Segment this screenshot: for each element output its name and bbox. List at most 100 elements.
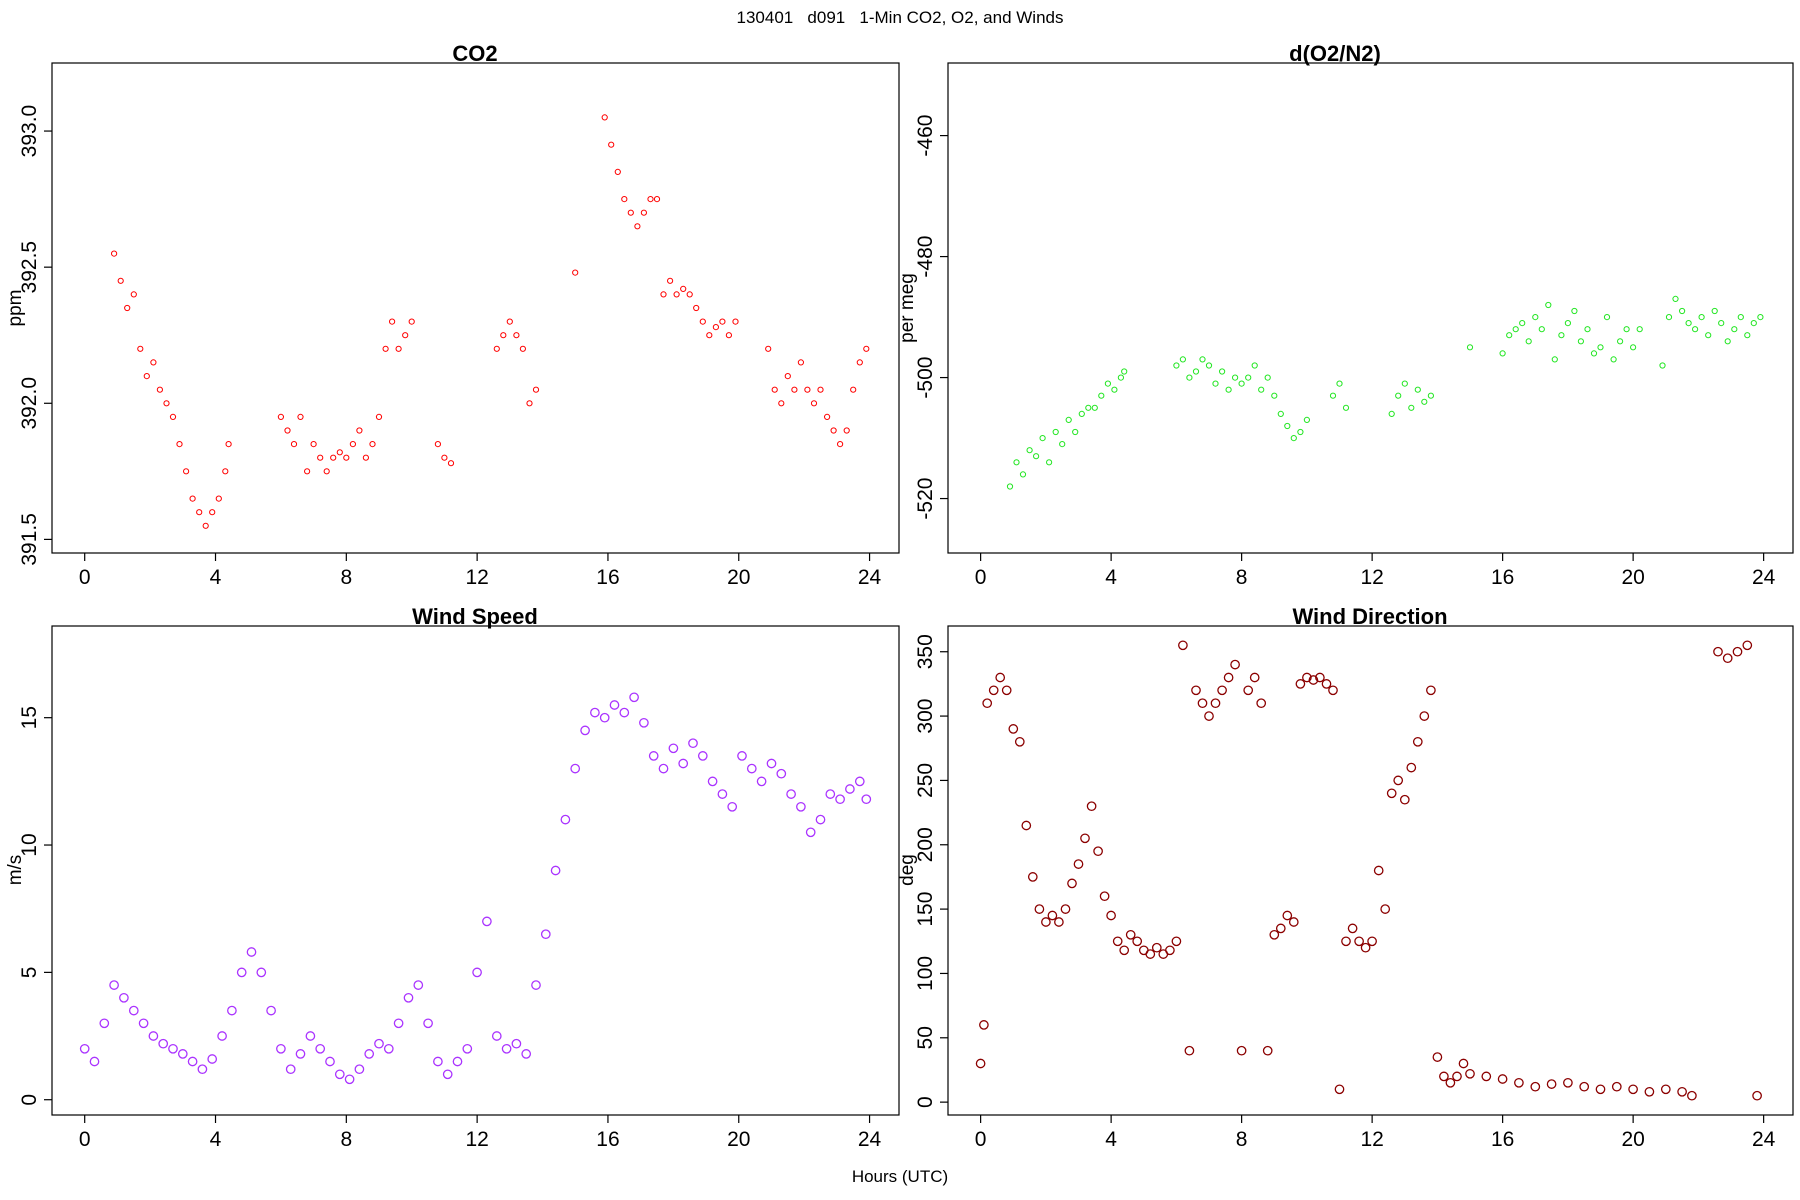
wind-speed-data-point [168, 1043, 178, 1054]
co2-data-point [183, 468, 190, 475]
wind-direction-data-point [1393, 775, 1404, 786]
wind-speed-data-point [344, 1074, 355, 1085]
o2-xticks: 0 4 8 12 16 20 24 [975, 553, 1776, 589]
wind-direction-data-point [1151, 942, 1162, 953]
wind-direction-ytick-label: 350 [914, 634, 937, 669]
co2-data-point [784, 373, 791, 380]
wind-speed-data-point [364, 1049, 375, 1059]
wind-speed-data-point [285, 1064, 296, 1075]
o2-data-point [1590, 350, 1598, 357]
wind-direction-data-point [1086, 801, 1097, 812]
co2-xtick-label: 12 [465, 566, 488, 589]
o2-panel: d(O2/N2) per meg 0 4 8 12 16 20 24 -520 -500 -48… [897, 41, 1794, 589]
wind-speed-data-point [89, 1056, 100, 1067]
wind-speed-data-point [570, 763, 581, 774]
wind-direction-data-point [1334, 1084, 1345, 1095]
wind-speed-data-point [815, 814, 826, 825]
o2-xtick-label: 20 [1621, 566, 1644, 589]
wind-direction-data-point [1354, 936, 1364, 947]
co2-data-point [621, 196, 628, 203]
o2-data-point [1408, 404, 1415, 411]
wind-direction-data-point [1341, 936, 1351, 947]
wind-speed-data-point [697, 751, 708, 761]
wind-direction-data-point [1210, 698, 1221, 709]
wind-speed-data-point [266, 1005, 276, 1016]
wind-speed-data-point [609, 700, 620, 710]
co2-xtick-label: 20 [727, 566, 750, 589]
wind-speed-xticks: 0 4 8 12 16 20 24 [79, 1115, 882, 1151]
co2-data-point [850, 386, 857, 393]
o2-data-point [1205, 362, 1213, 369]
wind-direction-data-point [1611, 1081, 1622, 1092]
wind-direction-data-point [975, 1058, 986, 1069]
co2-panel: CO2 ppm 0 4 8 12 16 20 24 391.5 392.0 392.5 393.0 [5, 41, 900, 589]
co2-data-point [434, 441, 441, 448]
co2-data-point [215, 495, 222, 502]
co2-xtick-label: 16 [596, 566, 619, 589]
co2-data-point [382, 345, 389, 352]
wind-speed-data-point [746, 763, 757, 774]
o2-data-point [1414, 386, 1421, 393]
wind-direction-xtick-label: 0 [975, 1128, 987, 1151]
o2-data-point [1617, 338, 1624, 345]
co2-data-point [810, 400, 818, 407]
o2-data-point [1336, 380, 1343, 387]
wind-direction-data-point [1295, 679, 1306, 689]
wind-speed-data-point [805, 827, 816, 838]
wind-direction-data-point [1732, 646, 1743, 657]
wind-direction-data-point [1579, 1081, 1590, 1092]
o2-data-point [1571, 307, 1578, 315]
o2-data-point [1033, 453, 1040, 460]
co2-data-point [804, 386, 811, 393]
wind-speed-data-point [128, 1005, 139, 1016]
co2-xtick-label: 0 [79, 566, 91, 589]
o2-data-point [1297, 428, 1304, 436]
co2-data-point [297, 413, 304, 420]
wind-speed-xtick-label: 12 [465, 1128, 488, 1151]
wind-direction-data-point [1236, 1045, 1247, 1056]
wind-direction-panel-title: Wind Direction [1292, 604, 1447, 629]
co2-data-point [797, 359, 805, 366]
o2-xtick-label: 16 [1491, 566, 1514, 589]
wind-direction-xtick-label: 4 [1105, 1128, 1117, 1151]
wind-direction-data-point [1742, 640, 1753, 651]
o2-data-point [1091, 404, 1098, 411]
wind-direction-data-point [1001, 685, 1012, 696]
o2-data-point [1271, 392, 1278, 399]
wind-speed-data-point [79, 1043, 90, 1054]
co2-data-point [506, 318, 513, 325]
co2-data-point [693, 304, 700, 312]
wind-speed-data-point [217, 1031, 227, 1041]
wind-direction-data-point [1165, 945, 1175, 956]
o2-data-point [1052, 428, 1059, 436]
wind-direction-data-point [1328, 685, 1338, 696]
o2-data-point [1584, 326, 1591, 333]
wind-direction-data-point [1426, 685, 1436, 696]
wind-direction-data-point [1595, 1084, 1606, 1095]
wind-direction-ytick-label: 0 [914, 1096, 937, 1108]
o2-panel-title: d(O2/N2) [1289, 41, 1381, 66]
wind-direction-ytick-label: 150 [914, 892, 937, 927]
wind-direction-data-point [1132, 936, 1143, 947]
wind-speed-data-point [658, 763, 669, 774]
wind-direction-data-point [1722, 653, 1733, 664]
wind-direction-data-point [1752, 1090, 1762, 1101]
wind-direction-data-point [1021, 820, 1032, 831]
co2-data-point [680, 285, 687, 292]
wind-direction-data-point [1204, 711, 1214, 721]
co2-data-point [706, 332, 713, 339]
wind-direction-data-point [1256, 698, 1267, 709]
co2-data-point [277, 413, 284, 420]
o2-data-point [1173, 362, 1180, 369]
wind-direction-data-point [1360, 942, 1371, 953]
wind-speed-ytick-label: 10 [18, 833, 41, 856]
co2-data-point [673, 291, 680, 298]
o2-data-point [1072, 428, 1079, 436]
wind-speed-data-point [678, 758, 689, 769]
o2-data-point [1117, 374, 1125, 381]
o2-data-point [1085, 404, 1092, 411]
o2-data-point [1277, 410, 1284, 417]
o2-data-point [1329, 392, 1337, 399]
co2-data-point [572, 269, 579, 276]
